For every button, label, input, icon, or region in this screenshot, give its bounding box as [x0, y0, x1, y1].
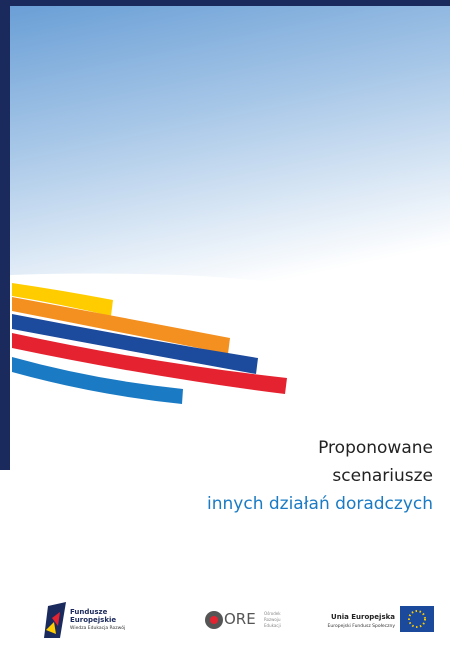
- cover: Proponowane scenariusze innych działań d…: [0, 0, 450, 649]
- logo-text: Wiedza Edukacja Rozwój: [70, 626, 125, 631]
- logo-text: Edukacji: [264, 623, 281, 628]
- title-line: scenariusze: [332, 466, 433, 486]
- cover-art: [0, 0, 450, 649]
- title-line: innych działań doradczych: [207, 494, 433, 514]
- logo-text: Unia Europejska: [331, 613, 395, 621]
- title-line: Proponowane: [318, 438, 433, 458]
- logo-text: Rozwoju: [264, 617, 281, 622]
- logo-text: Europejskie: [70, 616, 116, 624]
- logo-text: Europejski Fundusz Społeczny: [328, 624, 395, 629]
- logo-text: Fundusze: [70, 608, 107, 616]
- logo-text: ORE: [224, 610, 256, 628]
- logo-text: Ośrodek: [264, 611, 281, 616]
